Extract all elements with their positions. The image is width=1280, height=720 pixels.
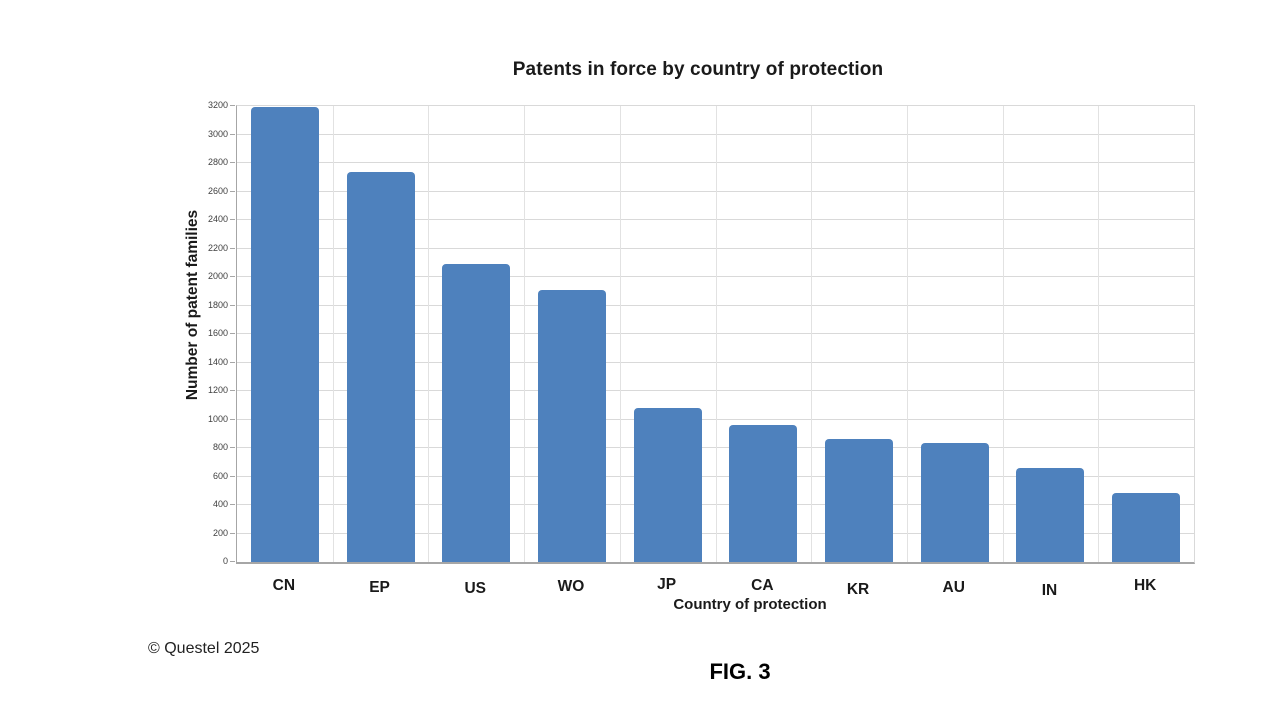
x-tick-label-US: US xyxy=(464,580,487,597)
y-tick-mark xyxy=(230,532,235,534)
y-tick-mark xyxy=(230,333,235,334)
bar-WO xyxy=(537,289,606,562)
bar-EP xyxy=(346,171,415,562)
y-tick-mark xyxy=(230,447,235,448)
x-axis-title: Country of protection xyxy=(673,596,827,613)
x-tick-label-CA: CA xyxy=(751,577,774,594)
bar-HK xyxy=(1112,492,1181,562)
y-tick-label: 200 xyxy=(212,527,228,538)
y-tick-label: 600 xyxy=(212,470,228,481)
y-tick-mark xyxy=(230,276,235,277)
gridline-vertical xyxy=(906,106,908,562)
y-tick-mark xyxy=(230,304,235,306)
y-tick-mark xyxy=(230,390,235,391)
y-tick-label: 2400 xyxy=(207,214,228,224)
x-tick-label-IN: IN xyxy=(1041,582,1058,599)
bar-AU xyxy=(920,443,989,562)
bar-JP xyxy=(633,408,702,562)
y-tick-mark xyxy=(230,561,235,562)
gridline-vertical xyxy=(1098,106,1100,562)
y-tick-label: 1200 xyxy=(207,385,228,395)
figure-caption: FIG. 3 xyxy=(709,659,771,684)
x-tick-label-HK: HK xyxy=(1133,577,1157,594)
gridline-vertical xyxy=(811,106,813,562)
y-tick-label: 0 xyxy=(222,556,228,566)
y-tick-mark xyxy=(230,361,235,363)
y-tick-mark xyxy=(230,247,235,249)
gridline-vertical xyxy=(1002,106,1004,562)
x-tick-label-AU: AU xyxy=(942,579,965,596)
y-tick-label: 3000 xyxy=(207,128,228,139)
x-tick-label-CN: CN xyxy=(272,577,296,594)
chart-title: Patents in force by country of protectio… xyxy=(512,59,884,80)
y-tick-label: 2000 xyxy=(207,271,228,281)
x-tick-label-KR: KR xyxy=(846,581,870,598)
bar-CA xyxy=(729,425,798,562)
y-tick-mark xyxy=(230,162,235,163)
bar-IN xyxy=(1016,467,1085,562)
copyright-notice: © Questel 2025 xyxy=(148,640,260,657)
y-tick-label: 1000 xyxy=(207,413,228,424)
y-tick-mark xyxy=(230,219,235,220)
gridline-vertical xyxy=(524,106,526,562)
y-tick-label: 2200 xyxy=(207,242,228,253)
y-tick-mark xyxy=(230,190,235,192)
gridline-vertical xyxy=(332,106,334,562)
y-tick-mark xyxy=(230,105,235,106)
y-tick-label: 400 xyxy=(212,499,228,509)
x-tick-label-WO: WO xyxy=(557,578,585,595)
y-tick-label: 1600 xyxy=(207,328,228,338)
gridline-vertical xyxy=(715,106,717,562)
plot-area xyxy=(236,105,1195,564)
y-tick-label: 2800 xyxy=(207,157,228,167)
y-tick-mark xyxy=(230,504,235,505)
y-tick-mark xyxy=(230,133,235,135)
y-tick-label: 1400 xyxy=(207,356,228,367)
bar-CN xyxy=(250,107,319,562)
y-tick-mark xyxy=(230,475,235,477)
y-tick-label: 1800 xyxy=(207,299,228,310)
y-tick-mark xyxy=(230,418,235,420)
gridline-vertical xyxy=(619,106,621,562)
bar-KR xyxy=(825,439,894,562)
x-tick-label-EP: EP xyxy=(369,579,390,596)
gridline-vertical xyxy=(428,106,430,562)
bar-US xyxy=(442,264,511,562)
y-tick-label: 3200 xyxy=(207,100,228,110)
x-tick-label-JP: JP xyxy=(657,576,677,593)
y-tick-label: 800 xyxy=(212,442,228,452)
y-tick-label: 2600 xyxy=(207,185,228,196)
